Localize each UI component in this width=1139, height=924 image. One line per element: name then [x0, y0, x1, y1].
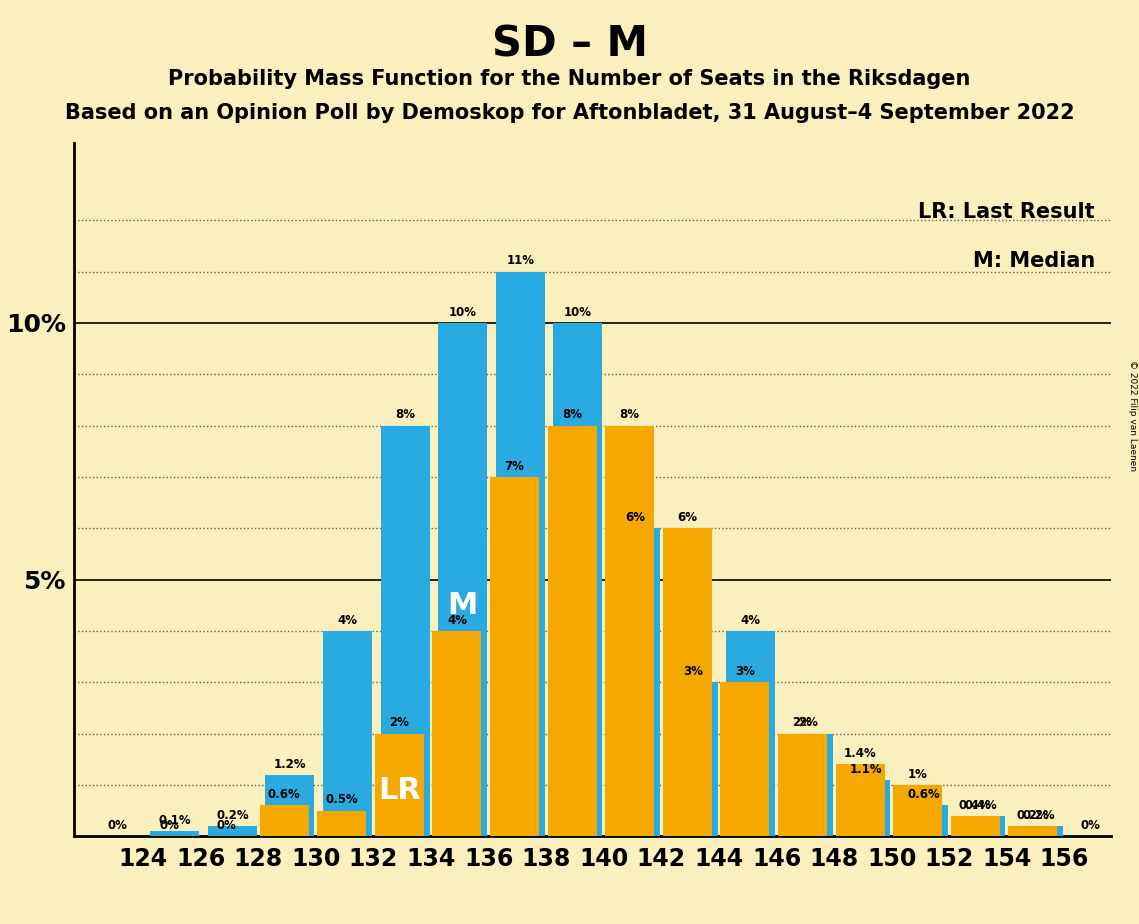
Text: 3%: 3%	[735, 665, 755, 678]
Text: 11%: 11%	[507, 254, 534, 267]
Text: LR: Last Result: LR: Last Result	[918, 202, 1095, 222]
Bar	[663, 529, 712, 836]
Bar	[951, 816, 1000, 836]
Bar	[548, 426, 597, 836]
Text: 0.4%: 0.4%	[959, 798, 992, 811]
Text: 4%: 4%	[740, 614, 761, 626]
Text: 0.4%: 0.4%	[965, 798, 998, 811]
Text: 6%: 6%	[678, 511, 697, 524]
Bar	[208, 826, 257, 836]
Text: 10%: 10%	[449, 306, 477, 319]
Bar	[784, 734, 833, 836]
Bar	[899, 806, 948, 836]
Text: 0.2%: 0.2%	[216, 808, 248, 821]
Text: 0.2%: 0.2%	[1022, 808, 1055, 821]
Bar	[1014, 826, 1063, 836]
Text: 4%: 4%	[446, 614, 467, 626]
Text: 4%: 4%	[337, 614, 358, 626]
Bar	[495, 272, 544, 836]
Text: M: M	[448, 590, 478, 620]
Text: 1.2%: 1.2%	[273, 758, 306, 771]
Bar	[265, 774, 314, 836]
Bar	[380, 426, 429, 836]
Text: 1.4%: 1.4%	[844, 748, 876, 760]
Text: 0.6%: 0.6%	[268, 788, 301, 801]
Text: 10%: 10%	[564, 306, 592, 319]
Text: 0.1%: 0.1%	[158, 814, 191, 827]
Bar	[1008, 826, 1057, 836]
Bar	[433, 631, 482, 836]
Text: 0.2%: 0.2%	[1016, 808, 1049, 821]
Bar	[957, 816, 1006, 836]
Text: 0%: 0%	[216, 819, 237, 833]
Text: 1.1%: 1.1%	[850, 762, 882, 775]
Text: 1%: 1%	[908, 768, 927, 781]
Bar	[778, 734, 827, 836]
Bar	[669, 682, 718, 836]
Bar	[490, 477, 539, 836]
Text: 8%: 8%	[395, 408, 415, 421]
Text: 0%: 0%	[107, 819, 128, 833]
Bar	[842, 780, 891, 836]
Bar	[605, 426, 654, 836]
Bar	[260, 806, 309, 836]
Text: LR: LR	[378, 775, 420, 805]
Text: 2%: 2%	[798, 716, 818, 729]
Text: © 2022 Filip van Laenen: © 2022 Filip van Laenen	[1128, 360, 1137, 471]
Bar	[836, 764, 885, 836]
Text: 0%: 0%	[1081, 819, 1100, 833]
Text: Based on an Opinion Poll by Demoskop for Aftonbladet, 31 August–4 September 2022: Based on an Opinion Poll by Demoskop for…	[65, 103, 1074, 124]
Bar	[439, 322, 487, 836]
Bar	[318, 810, 367, 836]
Text: 7%: 7%	[505, 460, 524, 473]
Text: 2%: 2%	[793, 716, 812, 729]
Text: Probability Mass Function for the Number of Seats in the Riksdagen: Probability Mass Function for the Number…	[169, 69, 970, 90]
Text: 3%: 3%	[683, 665, 703, 678]
Bar	[323, 631, 372, 836]
Bar	[727, 631, 776, 836]
Text: M: Median: M: Median	[973, 250, 1095, 271]
Bar	[893, 784, 942, 836]
Text: 8%: 8%	[620, 408, 640, 421]
Text: SD – M: SD – M	[492, 23, 647, 65]
Text: 0.5%: 0.5%	[326, 794, 358, 807]
Bar	[611, 529, 659, 836]
Bar	[554, 322, 603, 836]
Text: 0%: 0%	[159, 819, 179, 833]
Bar	[375, 734, 424, 836]
Text: 8%: 8%	[563, 408, 582, 421]
Bar	[720, 682, 769, 836]
Text: 6%: 6%	[625, 511, 646, 524]
Text: 2%: 2%	[390, 716, 409, 729]
Text: 0.6%: 0.6%	[907, 788, 940, 801]
Bar	[150, 831, 199, 836]
